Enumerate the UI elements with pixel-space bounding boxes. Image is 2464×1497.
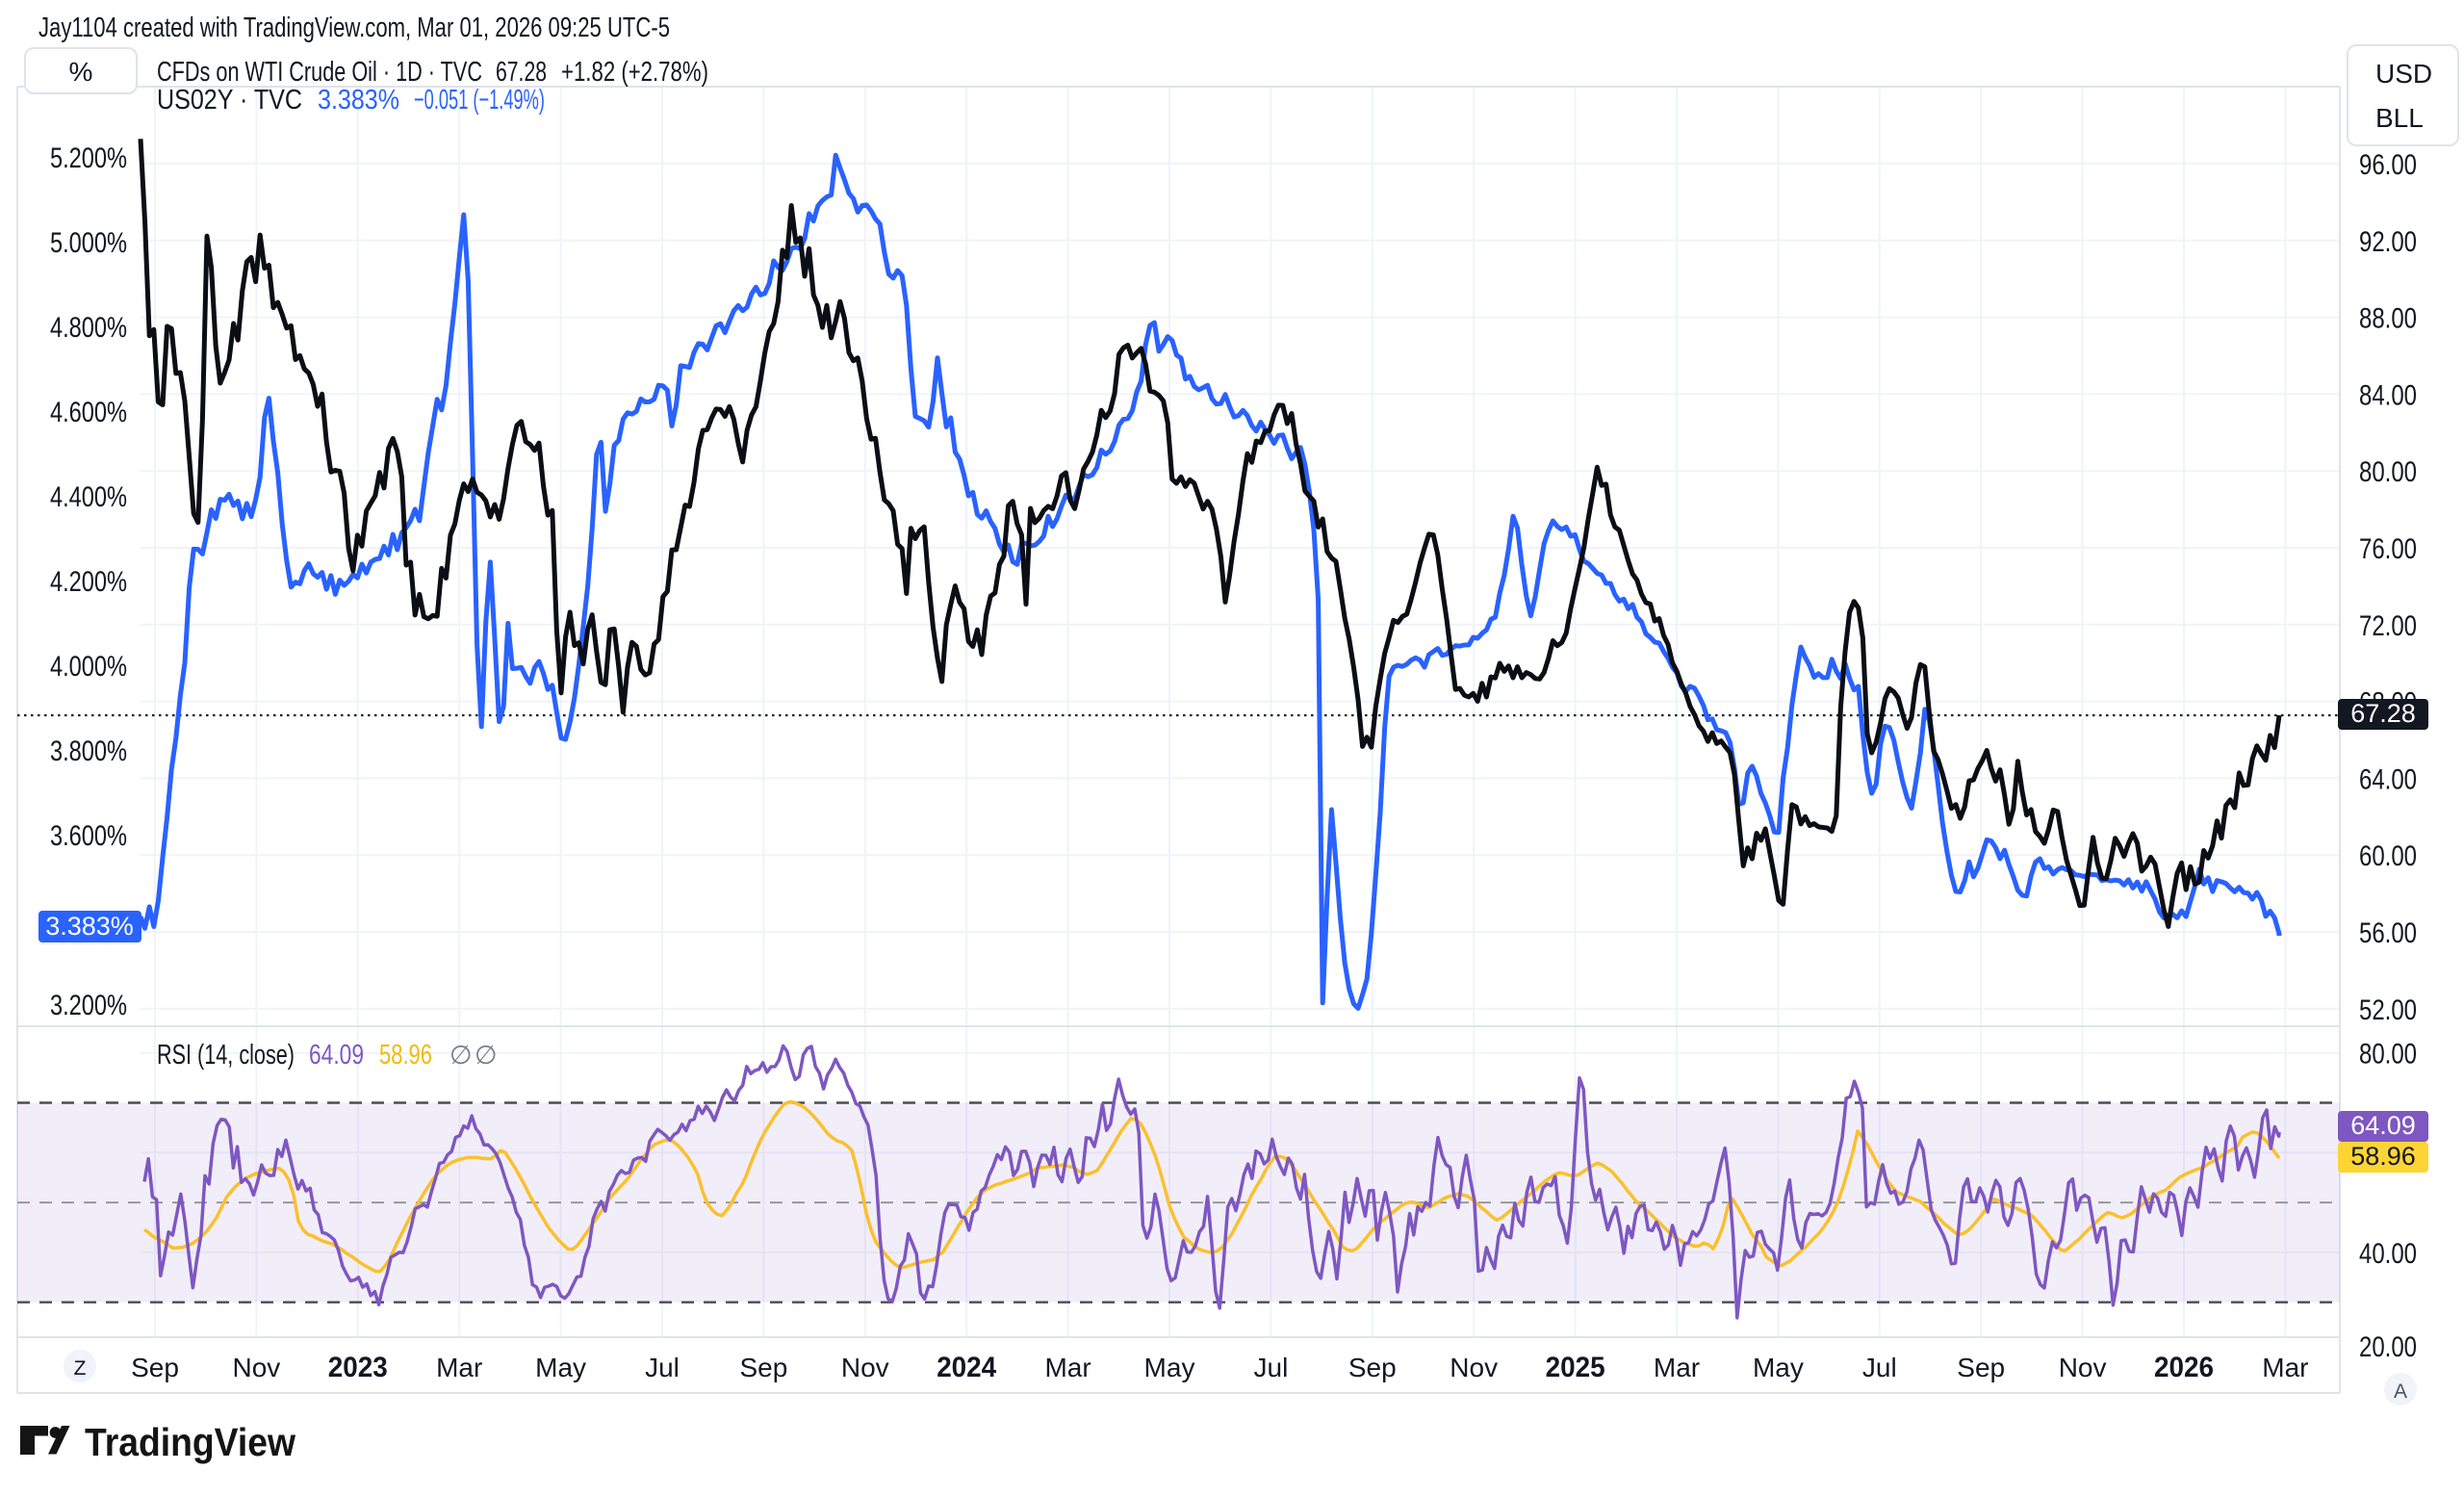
- svg-text:2026: 2026: [2154, 1352, 2214, 1383]
- svg-text:64.00: 64.00: [2359, 763, 2417, 795]
- svg-text:May: May: [535, 1353, 586, 1382]
- svg-text:Nov: Nov: [841, 1353, 889, 1382]
- svg-text:Sep: Sep: [1348, 1353, 1397, 1382]
- svg-text:Jul: Jul: [645, 1353, 680, 1382]
- svg-text:Mar: Mar: [1044, 1353, 1091, 1382]
- svg-text:Mar: Mar: [436, 1353, 482, 1382]
- svg-text:Mar: Mar: [1654, 1353, 1700, 1382]
- svg-text:∅: ∅: [449, 1041, 473, 1070]
- svg-text:Z: Z: [74, 1357, 87, 1380]
- svg-text:2025: 2025: [1546, 1352, 1605, 1383]
- svg-text:72.00: 72.00: [2359, 610, 2417, 642]
- svg-text:3.383%: 3.383%: [45, 912, 134, 941]
- svg-text:BLL: BLL: [2375, 103, 2424, 133]
- svg-text:Nov: Nov: [2059, 1353, 2107, 1382]
- svg-text:64.09: 64.09: [309, 1040, 364, 1071]
- svg-text:3.200%: 3.200%: [50, 990, 127, 1021]
- svg-text:USD: USD: [2375, 59, 2432, 89]
- svg-text:Jul: Jul: [1254, 1353, 1289, 1382]
- svg-text:Sep: Sep: [739, 1353, 787, 1382]
- svg-text:92.00: 92.00: [2359, 226, 2417, 258]
- svg-text:5.000%: 5.000%: [50, 227, 127, 259]
- svg-text:CFDs on WTI Crude Oil · 1D · T: CFDs on WTI Crude Oil · 1D · TVC: [157, 57, 482, 88]
- svg-text:Mar: Mar: [2262, 1353, 2308, 1382]
- svg-text:64.09: 64.09: [2350, 1111, 2416, 1140]
- svg-text:∅: ∅: [475, 1041, 498, 1070]
- svg-text:67.28: 67.28: [496, 57, 547, 88]
- svg-text:Nov: Nov: [233, 1353, 281, 1382]
- svg-text:2024: 2024: [937, 1352, 996, 1383]
- svg-text:76.00: 76.00: [2359, 533, 2417, 565]
- svg-text:Nov: Nov: [1450, 1353, 1498, 1382]
- svg-text:May: May: [1144, 1353, 1195, 1382]
- svg-text:US02Y · TVC: US02Y · TVC: [157, 85, 302, 116]
- svg-text:88.00: 88.00: [2359, 303, 2417, 335]
- svg-text:4.600%: 4.600%: [50, 397, 127, 428]
- svg-text:4.000%: 4.000%: [50, 651, 127, 683]
- svg-text:TradingView: TradingView: [85, 1420, 295, 1464]
- svg-text:Jul: Jul: [1862, 1353, 1897, 1382]
- svg-text:58.96: 58.96: [379, 1040, 432, 1071]
- svg-text:RSI (14, close): RSI (14, close): [157, 1040, 295, 1071]
- svg-text:+1.82 (+2.78%): +1.82 (+2.78%): [561, 57, 708, 88]
- svg-text:Sep: Sep: [1957, 1353, 2005, 1382]
- svg-text:May: May: [1753, 1353, 1804, 1382]
- svg-text:80.00: 80.00: [2359, 456, 2417, 488]
- svg-text:96.00: 96.00: [2359, 149, 2417, 181]
- svg-text:84.00: 84.00: [2359, 379, 2417, 411]
- svg-text:5.200%: 5.200%: [50, 142, 127, 174]
- svg-text:4.800%: 4.800%: [50, 312, 127, 344]
- svg-text:3.800%: 3.800%: [50, 736, 127, 767]
- svg-text:40.00: 40.00: [2359, 1238, 2417, 1270]
- svg-text:58.96: 58.96: [2350, 1142, 2416, 1171]
- svg-text:A: A: [2394, 1381, 2407, 1403]
- svg-text:4.400%: 4.400%: [50, 481, 127, 513]
- svg-text:80.00: 80.00: [2359, 1039, 2417, 1071]
- svg-text:3.600%: 3.600%: [50, 820, 127, 852]
- svg-text:56.00: 56.00: [2359, 917, 2417, 949]
- svg-text:Jay1104 created with TradingVi: Jay1104 created with TradingView.com, Ma…: [38, 13, 670, 43]
- svg-text:52.00: 52.00: [2359, 994, 2417, 1026]
- svg-text:−0.051 (−1.49%): −0.051 (−1.49%): [414, 85, 545, 116]
- svg-text:%: %: [69, 57, 93, 87]
- svg-text:20.00: 20.00: [2359, 1331, 2417, 1363]
- svg-text:2023: 2023: [328, 1352, 388, 1383]
- svg-text:4.200%: 4.200%: [50, 566, 127, 598]
- svg-text:67.28: 67.28: [2350, 699, 2416, 728]
- svg-text:Sep: Sep: [131, 1353, 179, 1382]
- svg-text:3.383%: 3.383%: [318, 85, 399, 116]
- svg-text:60.00: 60.00: [2359, 840, 2417, 872]
